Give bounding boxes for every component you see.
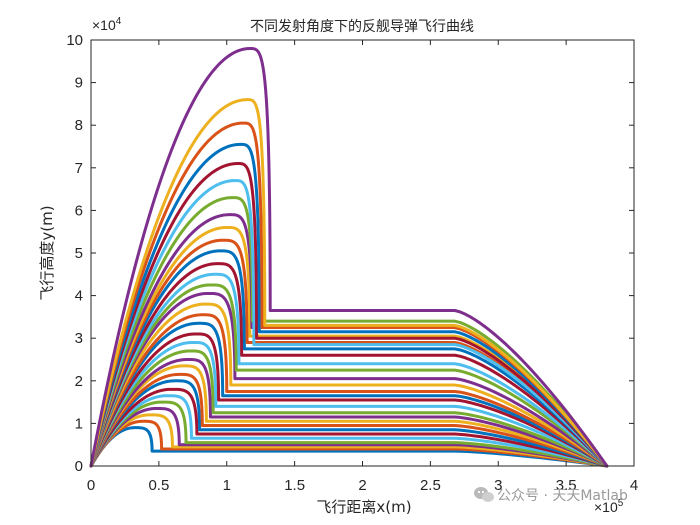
- y-tick-label: 6: [75, 202, 83, 219]
- curve-line: [89, 262, 609, 468]
- chart-title: 不同发射角度下的反舰导弹飞行曲线: [250, 19, 474, 35]
- x-tick-label: 4: [630, 477, 638, 494]
- curve-line: [89, 272, 609, 468]
- curve-line: [89, 313, 609, 468]
- x-tick-label: 3.5: [556, 477, 577, 494]
- curve-line: [89, 249, 609, 468]
- curve-line: [89, 98, 609, 468]
- y-tick-label: 5: [75, 245, 83, 262]
- watermark: 公众号 · 天天Matlab: [474, 487, 628, 504]
- curve-line: [89, 349, 609, 468]
- x-tick-label: 1: [223, 477, 231, 494]
- y-exponent-label: ×104: [92, 16, 122, 33]
- x-tick-label: 0: [87, 477, 95, 494]
- x-tick-label: 1.5: [284, 477, 305, 494]
- curve-line: [89, 47, 609, 468]
- curve-line: [89, 372, 609, 468]
- curve-line: [89, 340, 609, 468]
- y-tick-label: 10: [66, 32, 83, 49]
- y-axis-label: 飞行高度y(m): [38, 205, 56, 300]
- y-tick-label: 9: [75, 75, 83, 92]
- curve-line: [89, 196, 609, 468]
- curve-line: [89, 142, 609, 468]
- curve-group: [89, 47, 609, 468]
- x-tick-label: 0.5: [148, 477, 169, 494]
- y-tick-label: 7: [75, 160, 83, 177]
- curve-line: [89, 387, 609, 468]
- curve-line: [89, 358, 609, 468]
- x-tick-label: 3: [494, 477, 502, 494]
- curve-line: [89, 162, 609, 468]
- x-axis-ticks: 0 0.5 1 1.5 2 2.5 3 3.5 4: [87, 40, 638, 494]
- wechat-icon: [474, 487, 494, 502]
- curve-line: [89, 302, 609, 468]
- y-tick-label: 8: [75, 117, 83, 134]
- x-tick-label: 2: [358, 477, 366, 494]
- y-axis-ticks: 0 1 2 3 4 5 6 7 8 9 10: [66, 32, 634, 475]
- plot-area: 0 0.5 1 1.5 2 2.5 3 3.5 4 0 1 2 3 4 5 6 7 8 9 10: [66, 32, 638, 494]
- y-tick-label: 2: [75, 373, 83, 390]
- curve-line: [89, 179, 609, 468]
- x-axis-label: 飞行距离x(m): [316, 498, 411, 516]
- y-tick-label: 1: [75, 415, 83, 432]
- x-tick-label: 2.5: [420, 477, 441, 494]
- y-tick-label: 0: [75, 458, 83, 475]
- watermark-text: 公众号 · 天天Matlab: [497, 488, 628, 504]
- y-tick-label: 4: [75, 288, 83, 305]
- y-tick-label: 3: [75, 330, 83, 347]
- x-exponent-label: ×105: [594, 498, 624, 515]
- curve-line: [89, 332, 609, 468]
